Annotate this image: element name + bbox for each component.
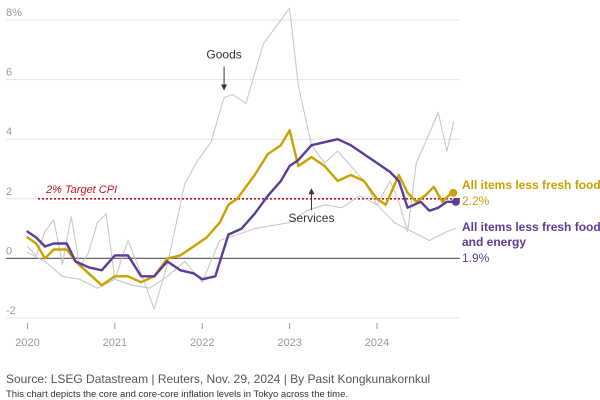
series-line-goods — [26, 7, 455, 310]
annotation-arrowhead — [308, 188, 315, 195]
core-series-label: All items less fresh food — [462, 178, 600, 192]
core-core-series-label-line1: All items less fresh food — [462, 220, 600, 234]
core-series-value: 2.2% — [462, 194, 490, 208]
y-tick-label: 2 — [6, 186, 12, 198]
series-end-dot — [451, 197, 460, 206]
x-axis: 2020 2021 2022 2023 2024 — [15, 323, 389, 349]
y-tick-label: 8% — [6, 7, 22, 19]
chart: -2 0 2 4 6 8% 2020 2021 2022 2023 2024 2% Target … — [6, 7, 600, 349]
y-tick-label: -2 — [6, 305, 16, 317]
annotation-arrowhead — [221, 84, 228, 91]
series-labels: All items less fresh food 2.2% All items… — [462, 178, 600, 265]
y-axis-tick-labels: -2 0 2 4 6 8% — [6, 7, 22, 317]
annotation-label: Services — [288, 211, 334, 225]
series-line-services — [26, 195, 457, 289]
x-tick-label: 2023 — [277, 337, 301, 349]
x-tick-label: 2022 — [190, 337, 214, 349]
x-tick-label: 2020 — [15, 337, 39, 349]
y-tick-label: 0 — [6, 245, 12, 257]
target-label: 2% Target CPI — [45, 184, 117, 196]
series-lines — [26, 7, 460, 310]
series-line-all-items-less-fresh-food — [26, 129, 453, 287]
source-credit: Source: LSEG Datastream | Reuters, Nov. … — [6, 372, 431, 386]
annotation-label: Goods — [206, 48, 241, 62]
y-tick-label: 6 — [6, 67, 12, 79]
x-tick-label: 2024 — [365, 337, 389, 349]
series-end-dot — [449, 188, 458, 197]
x-tick-label: 2021 — [103, 337, 127, 349]
chart-description: This chart depicts the core and core-cor… — [6, 389, 348, 400]
annotations: Goods Services — [206, 48, 334, 226]
series-line-all-items-less-fresh-food-and-energy — [26, 138, 456, 281]
gridlines — [6, 19, 460, 319]
core-core-series-label-line2: and energy — [462, 235, 526, 249]
core-core-series-value: 1.9% — [462, 251, 490, 265]
y-tick-label: 4 — [6, 126, 12, 138]
